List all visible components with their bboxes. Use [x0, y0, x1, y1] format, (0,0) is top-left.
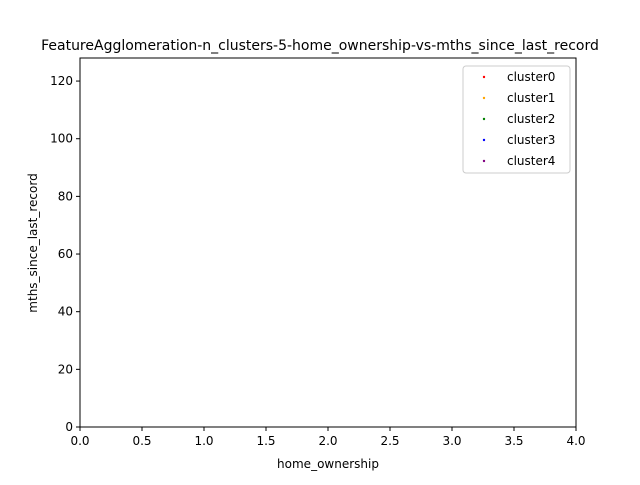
legend-label-cluster0: cluster0 [507, 70, 555, 84]
chart-title: FeatureAgglomeration-n_clusters-5-home_o… [41, 38, 599, 54]
legend-label-cluster4: cluster4 [507, 154, 555, 168]
y-axis-label: mths_since_last_record [26, 173, 40, 312]
legend-marker-cluster2 [482, 117, 486, 121]
legend-box [462, 65, 571, 174]
x-tick-label: 0.0 [70, 434, 89, 448]
y-tick-label: 120 [50, 74, 73, 88]
x-tick-label: 0.5 [132, 434, 151, 448]
legend-marker-cluster3 [482, 138, 486, 142]
y-tick-label: 40 [58, 305, 73, 319]
x-tick-label: 3.5 [504, 434, 523, 448]
x-axis-label: home_ownership [277, 457, 379, 471]
legend-label-cluster2: cluster2 [507, 112, 555, 126]
legend-label-cluster1: cluster1 [507, 91, 555, 105]
legend-marker-cluster1 [482, 96, 486, 100]
legend-marker-cluster4 [482, 159, 486, 163]
y-tick-label: 80 [58, 189, 73, 203]
plot-area-frame [79, 57, 577, 428]
y-tick-label: 100 [50, 132, 73, 146]
x-tick-label: 1.5 [256, 434, 275, 448]
legend-marker-cluster0 [482, 75, 486, 79]
y-tick-label: 0 [65, 420, 73, 434]
x-tick-label: 3.0 [442, 434, 461, 448]
y-tick-label: 20 [58, 362, 73, 376]
legend-label-cluster3: cluster3 [507, 133, 555, 147]
y-tick-label: 60 [58, 247, 73, 261]
legend: cluster0 cluster1 cluster2 cluster3 cluster4 [462, 65, 571, 174]
x-tick-label: 1.0 [194, 434, 213, 448]
axes: 0.0 0.5 1.0 1.5 2.0 2.5 3.0 3.5 4.0 0 20 40 60 80 100 1… [50, 74, 585, 448]
x-tick-label: 2.0 [318, 434, 337, 448]
x-tick-label: 4.0 [566, 434, 585, 448]
x-tick-label: 2.5 [380, 434, 399, 448]
